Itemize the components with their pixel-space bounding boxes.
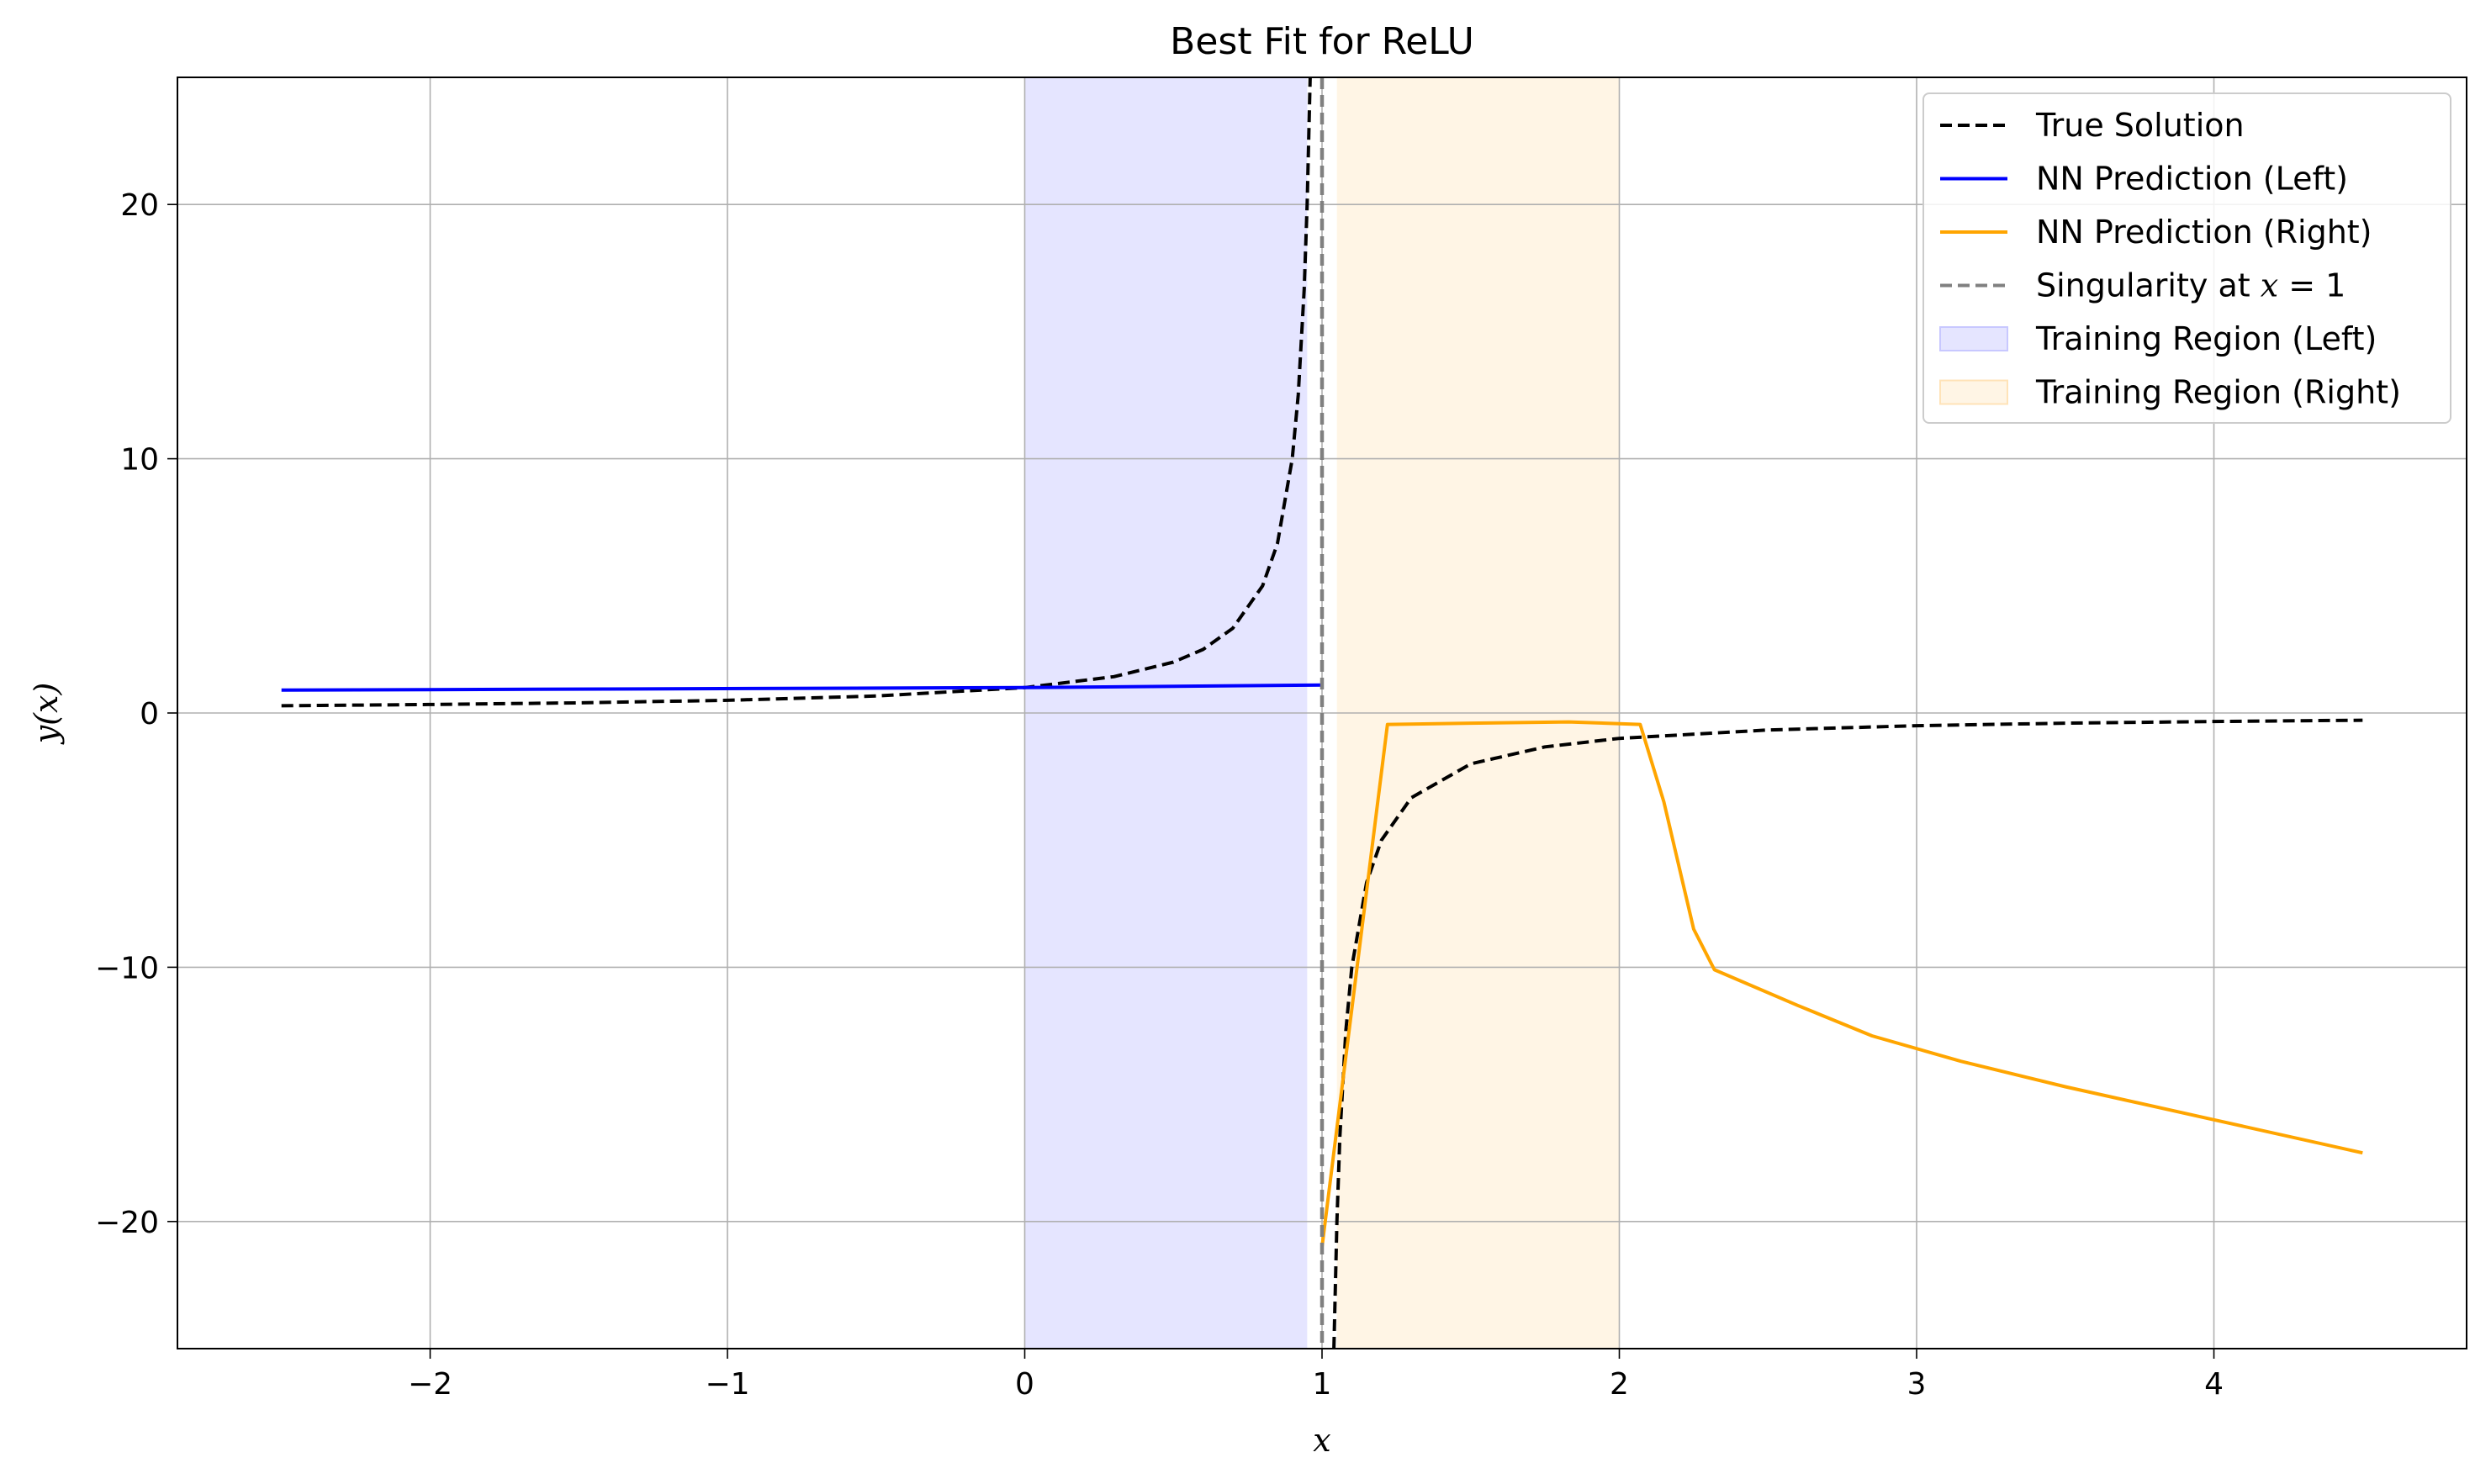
y-axis-label: y(x): [28, 683, 65, 746]
x-tick-label: 0: [1015, 1367, 1034, 1402]
x-tick-label: 3: [1907, 1367, 1927, 1402]
series-line-nn-prediction-left: [281, 683, 1323, 692]
x-axis-label: x: [1313, 1422, 1330, 1459]
legend-swatch-patch: [1939, 379, 2008, 405]
y-tick-label: −10: [95, 951, 159, 985]
legend-label: NN Prediction (Right): [2036, 214, 2372, 251]
legend-label: True Solution: [2035, 107, 2245, 144]
legend-box: [1922, 92, 2451, 424]
chart-title: Best Fit for ReLU: [1170, 20, 1474, 63]
x-tick-label: −2: [408, 1367, 452, 1402]
legend-label: NN Prediction (Left): [2036, 161, 2348, 198]
series-line-true-solution: [281, 77, 1312, 708]
x-tick-label: 4: [2204, 1367, 2224, 1402]
y-axis-ticks: −20 −10 0 10 20: [95, 188, 177, 1240]
x-tick-label: 2: [1610, 1367, 1629, 1402]
legend-label: Training Region (Right): [2035, 374, 2401, 411]
legend-label: Singularity at x = 1: [2036, 267, 2346, 304]
x-tick-label: −1: [705, 1367, 749, 1402]
y-tick-label: 10: [120, 443, 159, 478]
series-group: [281, 77, 2363, 1349]
legend: True Solution NN Prediction (Left) NN Pred…: [1922, 92, 2451, 424]
x-tick-label: 1: [1313, 1367, 1332, 1402]
series-line-nn-prediction-right: [1320, 720, 2363, 1248]
y-tick-label: 20: [120, 188, 159, 223]
y-tick-label: 0: [140, 697, 159, 731]
legend-label: Training Region (Left): [2035, 320, 2377, 357]
x-axis-ticks: −2 −1 0 1 2 3 4: [408, 1349, 2224, 1402]
y-tick-label: −20: [95, 1206, 159, 1240]
legend-swatch-patch: [1939, 326, 2008, 351]
